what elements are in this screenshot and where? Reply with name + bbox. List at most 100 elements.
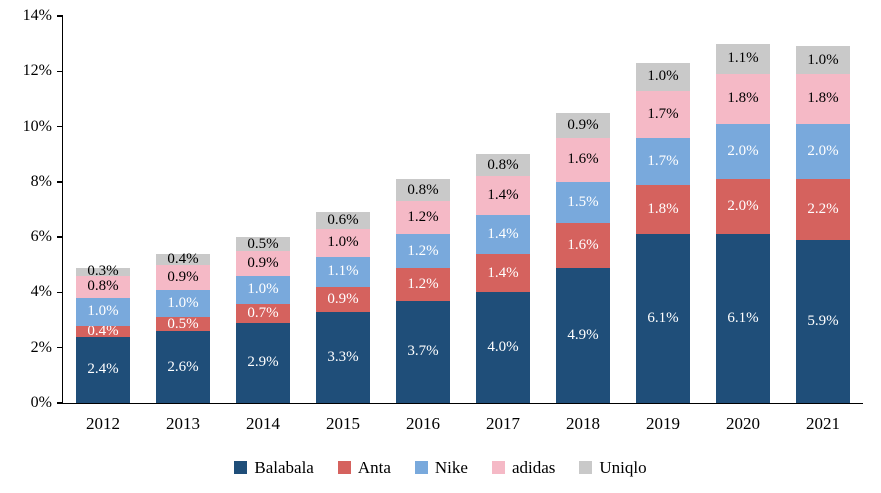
- bar-segment-uniqlo-2012: 0.3%: [76, 264, 130, 279]
- segment-label: 2.0%: [727, 142, 759, 159]
- x-tick-label: 2019: [646, 414, 680, 433]
- segment-label: 1.0%: [327, 234, 359, 251]
- y-tick-mark: [57, 402, 63, 404]
- bar-2019: 6.1% 1.8% 1.7% 1.7% 1.0%: [636, 63, 690, 403]
- bar-segment-uniqlo-2019: 1.0%: [636, 63, 690, 91]
- x-tick-label: 2018: [566, 414, 600, 433]
- bar-segment-balabala-2013: 2.6%: [156, 331, 210, 403]
- y-tick-mark: [57, 236, 63, 238]
- x-tick-label: 2020: [726, 414, 760, 433]
- segment-label: 2.6%: [167, 358, 199, 375]
- y-tick-mark: [57, 15, 63, 17]
- segment-label: 0.9%: [247, 254, 279, 271]
- bar-segment-anta-2021: 2.2%: [796, 179, 850, 240]
- segment-label: 0.4%: [87, 322, 119, 339]
- segment-label: 1.6%: [567, 236, 599, 253]
- bar-segment-anta-2012: 0.4%: [76, 322, 130, 339]
- bar-segment-balabala-2015: 3.3%: [316, 311, 370, 403]
- bar-segment-uniqlo-2021: 1.0%: [796, 46, 850, 75]
- segment-label: 6.1%: [647, 310, 679, 327]
- bar-2012: 2.4% 0.4% 1.0% 0.8% 0.3%: [76, 264, 130, 403]
- bar-segment-adidas-2013: 0.9%: [156, 264, 210, 290]
- bar-2013: 2.6% 0.5% 1.0% 0.9% 0.4%: [156, 250, 210, 403]
- legend-swatch-balabala: [234, 461, 248, 474]
- segment-label: 0.3%: [87, 263, 119, 280]
- bar-segment-uniqlo-2013: 0.4%: [156, 250, 210, 267]
- segment-label: 1.4%: [487, 264, 519, 281]
- bar-2021: 5.9% 2.2% 2.0% 1.8% 1.0%: [796, 46, 850, 403]
- bar-segment-balabala-2016: 3.7%: [396, 300, 450, 403]
- bar-segment-nike-2021: 2.0%: [796, 123, 850, 180]
- bar-segment-adidas-2019: 1.7%: [636, 90, 690, 138]
- y-tick-label: 2%: [30, 338, 52, 356]
- bar-segment-nike-2015: 1.1%: [316, 256, 370, 287]
- bar-segment-anta-2018: 1.6%: [556, 223, 610, 268]
- legend-label-adidas: adidas: [511, 458, 556, 477]
- segment-label: 1.0%: [87, 303, 119, 320]
- y-tick-mark: [57, 70, 63, 73]
- segment-label: 1.2%: [407, 275, 439, 292]
- segment-label: 5.9%: [807, 312, 839, 329]
- segment-label: 0.8%: [407, 181, 439, 198]
- bar-segment-balabala-2014: 2.9%: [236, 322, 290, 403]
- y-tick-label: 0%: [30, 394, 52, 411]
- segment-label: 2.4%: [87, 361, 119, 378]
- segment-label: 0.4%: [167, 250, 199, 267]
- segment-label: 1.4%: [487, 187, 519, 204]
- y-tick-label: 14%: [22, 7, 52, 24]
- segment-label: 1.8%: [807, 90, 839, 107]
- bar-segment-adidas-2014: 0.9%: [236, 250, 290, 276]
- legend-item-adidas: adidas: [491, 458, 556, 477]
- bar-segment-adidas-2016: 1.2%: [396, 201, 450, 235]
- bar-segment-balabala-2019: 6.1%: [636, 234, 690, 403]
- segment-label: 1.7%: [647, 105, 679, 122]
- segment-label: 0.9%: [167, 268, 199, 285]
- segment-label: 0.5%: [167, 315, 199, 332]
- x-tick-label: 2013: [166, 414, 200, 433]
- y-tick-label: 6%: [30, 228, 52, 246]
- segment-label: 1.2%: [407, 242, 439, 259]
- segment-label: 3.3%: [327, 348, 359, 365]
- bar-segment-adidas-2012: 0.8%: [76, 275, 130, 298]
- bar-segment-uniqlo-2017: 0.8%: [476, 154, 530, 177]
- segment-label: 1.1%: [727, 50, 759, 67]
- bar-segment-adidas-2018: 1.6%: [556, 137, 610, 182]
- bar-segment-anta-2013: 0.5%: [156, 315, 210, 332]
- y-tick-mark: [57, 181, 63, 183]
- segment-label: 1.8%: [727, 90, 759, 107]
- y-tick-mark: [57, 291, 63, 294]
- segment-label: 1.8%: [647, 201, 679, 218]
- legend-item-anta: Anta: [337, 459, 391, 476]
- segment-label: 1.7%: [647, 152, 679, 169]
- legend-swatch-nike: [414, 461, 428, 474]
- legend-item-uniqlo: Uniqlo: [579, 459, 647, 476]
- bar-segment-anta-2015: 0.9%: [316, 286, 370, 312]
- x-tick-label: 2012: [86, 414, 120, 433]
- segment-label: 1.0%: [247, 281, 279, 298]
- bar-2020: 6.1% 2.0% 2.0% 1.8% 1.1%: [716, 43, 770, 403]
- bar-segment-nike-2020: 2.0%: [716, 123, 770, 180]
- bar-segment-uniqlo-2016: 0.8%: [396, 179, 450, 202]
- y-tick-label: 4%: [30, 283, 52, 301]
- bar-segment-balabala-2020: 6.1%: [716, 234, 770, 403]
- bar-segment-nike-2017: 1.4%: [476, 215, 530, 254]
- segment-label: 4.9%: [567, 326, 599, 343]
- bar-segment-nike-2014: 1.0%: [236, 275, 290, 304]
- bar-segment-adidas-2015: 1.0%: [316, 228, 370, 257]
- segment-label: 1.2%: [407, 209, 439, 226]
- x-tick-label: 2015: [326, 414, 360, 433]
- segment-label: 1.1%: [327, 263, 359, 280]
- plot-area: 0% 2% 4% 6% 8% 10% 12% 14% 2.4% 0.4% 1.0% 0.8% 0.3% 2…: [23, 8, 863, 432]
- x-tick-label: 2021: [806, 414, 840, 433]
- bar-segment-anta-2017: 1.4%: [476, 253, 530, 293]
- bar-2015: 3.3% 0.9% 1.1% 1.0% 0.6%: [316, 212, 370, 403]
- legend-swatch-anta: [337, 461, 351, 474]
- bar-2016: 3.7% 1.2% 1.2% 1.2% 0.8%: [396, 179, 450, 403]
- y-tick-mark: [57, 125, 63, 128]
- segment-label: 1.0%: [807, 51, 839, 68]
- segment-label: 1.6%: [567, 151, 599, 168]
- bar-segment-adidas-2017: 1.4%: [476, 176, 530, 216]
- bar-segment-anta-2019: 1.8%: [636, 184, 690, 235]
- bar-segment-nike-2012: 1.0%: [76, 297, 130, 326]
- x-tick-label: 2016: [406, 414, 440, 433]
